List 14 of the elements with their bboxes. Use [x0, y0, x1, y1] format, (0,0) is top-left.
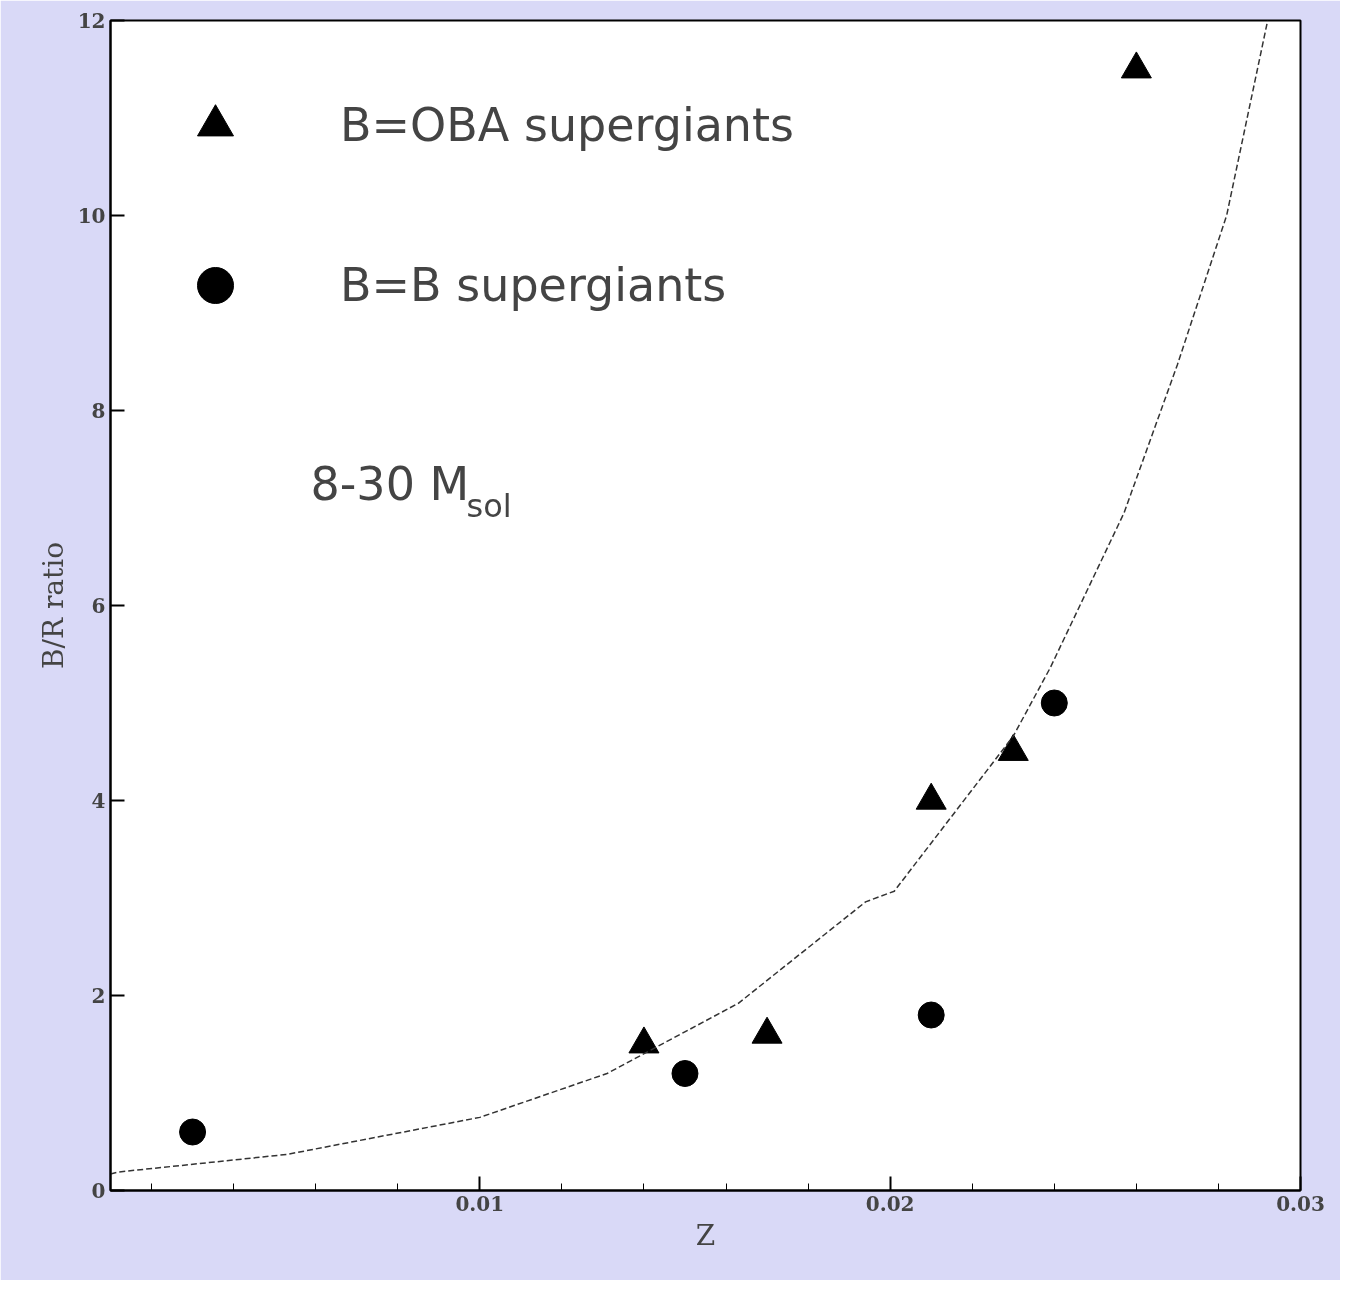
x-tick-label: 0.02	[865, 1191, 915, 1216]
y-tick-label: 12	[77, 9, 106, 33]
x-axis-title: Z	[695, 1218, 716, 1252]
y-tick-label: 10	[77, 204, 106, 228]
legend-label: B=B supergiants	[340, 258, 727, 312]
y-tick-label: 2	[91, 984, 106, 1008]
y-tick-label: 6	[91, 594, 106, 618]
y-tick-label: 0	[91, 1179, 106, 1203]
x-tick-label: 0.01	[455, 1191, 505, 1216]
legend-label: B=OBA supergiants	[340, 98, 795, 152]
y-axis-title: B/R ratio	[36, 541, 70, 670]
y-tick-label: 8	[91, 399, 106, 423]
y-tick-label: 4	[91, 789, 106, 813]
x-tick-label: 0.03	[1276, 1191, 1325, 1216]
